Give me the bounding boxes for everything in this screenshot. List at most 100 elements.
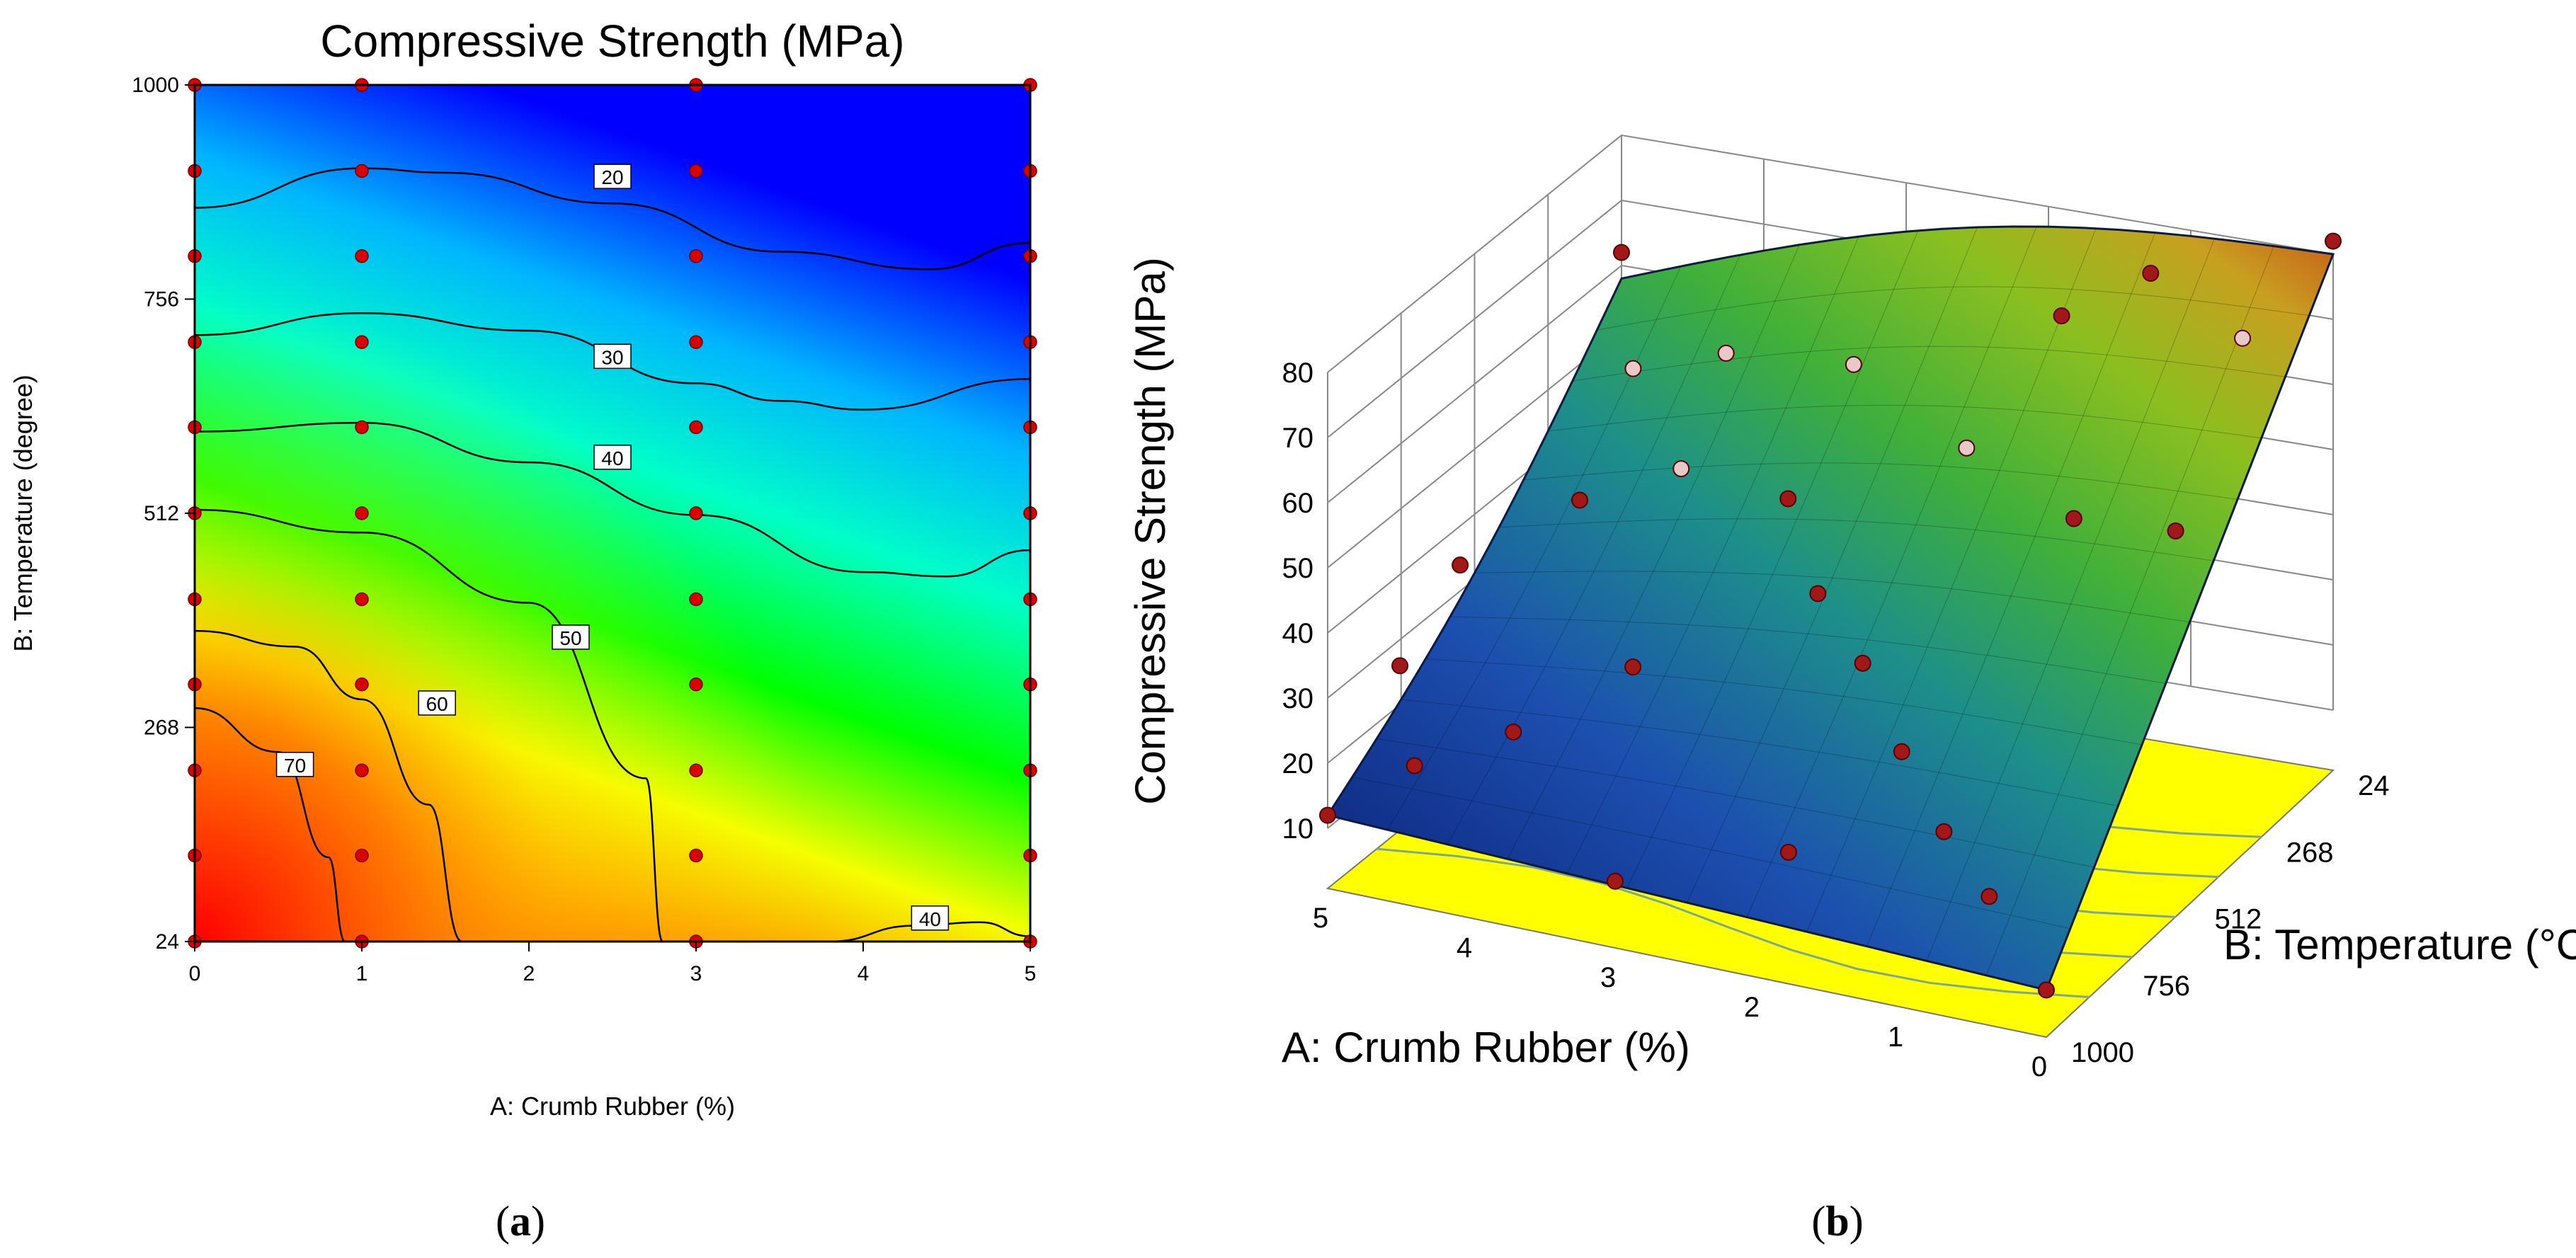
design-point — [689, 848, 703, 863]
y-tick-label-3d: 24 — [2358, 770, 2390, 801]
z-tick-label: 10 — [1282, 813, 1314, 845]
floor-contour — [1377, 847, 2090, 998]
design-point-3d — [1779, 843, 1797, 861]
design-point — [689, 249, 703, 263]
contour-line — [195, 629, 463, 942]
design-points-3d — [1319, 232, 2342, 999]
design-point — [355, 506, 369, 520]
contour-hotspot — [195, 85, 1030, 942]
y-tick-label: 268 — [144, 716, 179, 740]
y-tick-label: 1000 — [132, 74, 179, 97]
design-point-3d — [1391, 657, 1409, 675]
design-point-3d — [1779, 490, 1797, 508]
surface-chart: 10 20 30 40 50 60 70 80 0 1 2 3 4 5 24 268 512 756 1000 A:… — [1127, 134, 2576, 1082]
design-point-3d — [1607, 872, 1624, 890]
z-tick-label: 60 — [1282, 488, 1314, 519]
z-axis-label-3d: Compressive Strength (MPa) — [1127, 257, 1174, 805]
y-tick-label-3d: 512 — [2215, 904, 2262, 935]
z-tick-label: 50 — [1282, 553, 1314, 584]
svg-text:50: 50 — [559, 627, 581, 649]
design-point-3d — [2053, 307, 2070, 325]
contour-line — [195, 508, 664, 942]
axis-ticks: 0 1 2 3 4 5 24 268 512 756 1000 — [132, 74, 1036, 985]
design-point — [689, 164, 703, 178]
x-tick-label-3d: 3 — [1600, 962, 1616, 993]
design-point-3d — [2325, 232, 2342, 250]
x-tick-label-3d: 5 — [1313, 903, 1328, 934]
x-tick-label: 0 — [189, 962, 201, 985]
contour-label: 60 — [418, 690, 456, 716]
y-tick-label: 756 — [144, 288, 179, 311]
contour-label: 40 — [593, 445, 632, 470]
z-tick-label: 40 — [1282, 618, 1314, 649]
y-tick-label: 512 — [144, 502, 179, 525]
z-tick-label: 30 — [1282, 683, 1314, 714]
design-point — [355, 164, 369, 178]
design-point — [689, 592, 703, 607]
contour-line — [195, 707, 346, 942]
y-tick-label-3d: 268 — [2286, 837, 2334, 868]
design-point-3d — [2167, 522, 2184, 540]
design-point-3d — [1717, 344, 1735, 362]
y-axis-label: B: Temperature (degree) — [8, 374, 38, 652]
contour-label: 40 — [911, 905, 950, 931]
design-point-3d — [1809, 585, 1827, 602]
design-point-3d — [1452, 556, 1469, 574]
contour-labels: 20 30 40 40 50 60 70 — [275, 164, 950, 931]
design-point — [355, 677, 369, 692]
design-point-3d — [1854, 654, 1871, 672]
contour-label: 50 — [552, 624, 590, 650]
design-point — [355, 592, 369, 607]
contour-label: 20 — [593, 164, 632, 189]
design-point-3d — [1935, 823, 1953, 840]
svg-text:20: 20 — [601, 166, 623, 188]
x-axis-label: A: Crumb Rubber (%) — [490, 1092, 735, 1121]
design-point-3d — [1505, 723, 1522, 740]
design-point — [689, 335, 703, 349]
design-point — [355, 249, 369, 263]
design-point-3d — [2065, 510, 2082, 527]
design-point-3d — [1672, 460, 1690, 478]
design-point-3d — [2038, 981, 2055, 999]
design-point — [355, 335, 369, 349]
x-tick-label-3d: 4 — [1457, 932, 1472, 963]
design-point — [355, 763, 369, 777]
design-point-3d — [2142, 264, 2160, 282]
design-point — [689, 677, 703, 692]
contour-chart: Compressive Strength (MPa) 2030404050607… — [8, 16, 1037, 1121]
contour-line — [195, 312, 1030, 411]
axis-ticks-3d: 10 20 30 40 50 60 70 80 0 1 2 3 4 5 24 268 512 756 1000 — [1282, 358, 2390, 1082]
design-point — [355, 420, 369, 435]
z-tick-label: 80 — [1282, 358, 1314, 389]
contour-label: 30 — [593, 343, 632, 370]
x-tick-label: 1 — [356, 962, 368, 985]
svg-text:40: 40 — [601, 447, 623, 469]
contour-line — [195, 167, 1030, 270]
x-tick-label: 5 — [1025, 962, 1037, 985]
caption-b: (b) — [1811, 1198, 1863, 1245]
design-point-3d — [1406, 757, 1423, 774]
chart-title: Compressive Strength (MPa) — [320, 16, 904, 67]
x-tick-label-3d: 0 — [2031, 1051, 2047, 1082]
x-tick-label-3d: 2 — [1744, 992, 1760, 1023]
svg-text:60: 60 — [426, 693, 448, 715]
design-point-3d — [1319, 806, 1336, 824]
design-point-3d — [1624, 658, 1642, 676]
y-tick-label: 24 — [156, 930, 179, 954]
z-tick-label: 70 — [1282, 423, 1314, 454]
design-point-3d — [1893, 743, 1910, 760]
x-axis-label-3d: A: Crumb Rubber (%) — [1282, 1024, 1690, 1071]
design-point-3d — [1981, 888, 1998, 905]
design-point-3d — [1958, 439, 1976, 457]
design-point-3d — [1845, 355, 1862, 373]
contour-label: 70 — [275, 752, 314, 777]
x-tick-label: 2 — [523, 962, 535, 985]
svg-text:70: 70 — [284, 755, 306, 777]
y-axis-label-3d: B: Temperature (°C ) — [2223, 921, 2576, 968]
x-tick-label-3d: 1 — [1888, 1022, 1903, 1053]
design-point — [689, 506, 703, 520]
svg-text:30: 30 — [601, 346, 623, 368]
design-point — [689, 763, 703, 777]
y-tick-label-3d: 1000 — [2071, 1037, 2134, 1068]
